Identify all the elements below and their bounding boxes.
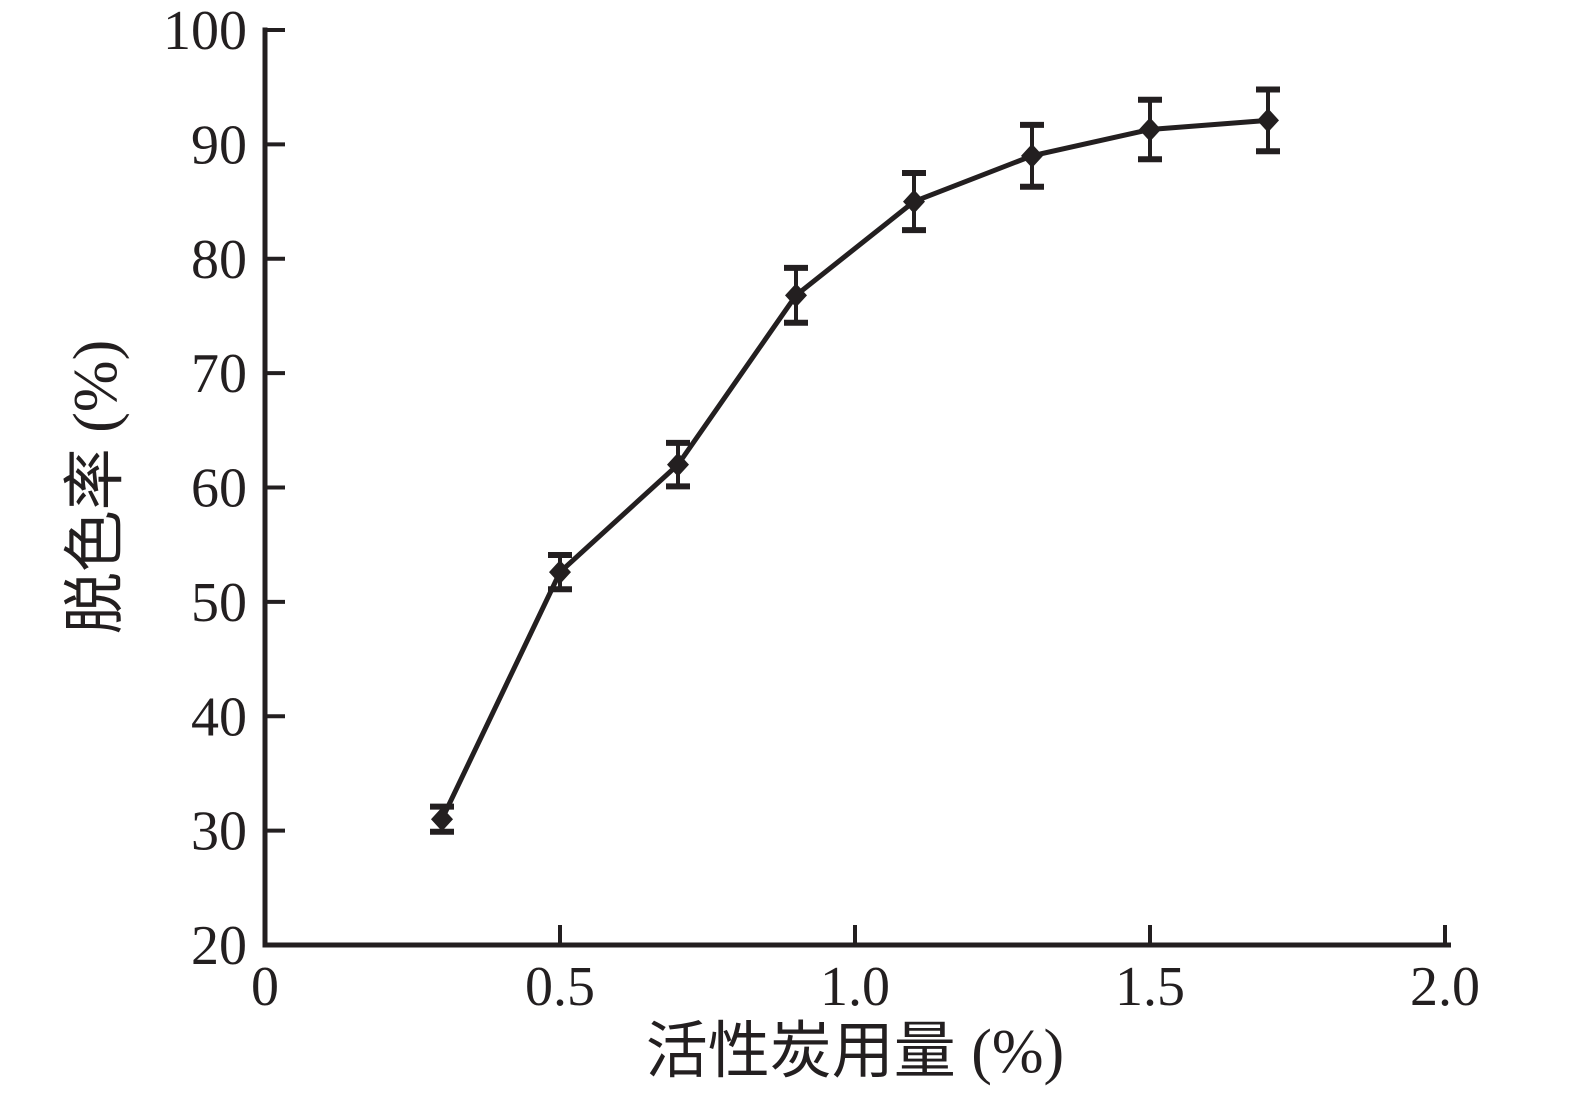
- y-tick-label: 60: [191, 458, 247, 520]
- y-tick-label: 40: [191, 686, 247, 748]
- x-tick-label: 1.5: [1115, 956, 1185, 1018]
- data-point-marker: [431, 807, 453, 832]
- y-tick-label: 80: [191, 229, 247, 291]
- x-tick-label: 0: [251, 956, 279, 1018]
- y-tick-label: 30: [191, 801, 247, 863]
- x-axis-title: 活性炭用量 (%): [646, 1018, 1064, 1086]
- data-point-marker: [1257, 108, 1279, 133]
- data-point-marker: [785, 283, 807, 308]
- data-point-marker: [549, 560, 571, 585]
- x-tick-label: 0.5: [525, 956, 595, 1018]
- y-tick-label: 20: [191, 915, 247, 977]
- data-point-marker: [667, 452, 689, 477]
- tick-labels: 20 30 40 50 60 70 80 90 100 0 0.5 1.0 1.5 2.0: [163, 0, 1480, 1018]
- data-line: [439, 117, 1269, 821]
- data-point-markers: [431, 108, 1279, 832]
- data-point-marker: [903, 189, 925, 214]
- y-tick-label: 50: [191, 572, 247, 634]
- y-axis-title: 脱色率 (%): [62, 340, 130, 634]
- data-point-marker: [1139, 117, 1161, 142]
- x-tick-label: 1.0: [820, 956, 890, 1018]
- y-tick-label: 70: [191, 343, 247, 405]
- data-point-marker: [1021, 143, 1043, 168]
- y-tick-label: 90: [191, 114, 247, 176]
- x-tick-label: 2.0: [1410, 956, 1480, 1018]
- error-bars: [430, 86, 1280, 835]
- y-tick-label: 100: [163, 0, 247, 62]
- tick-marks: [263, 28, 1447, 947]
